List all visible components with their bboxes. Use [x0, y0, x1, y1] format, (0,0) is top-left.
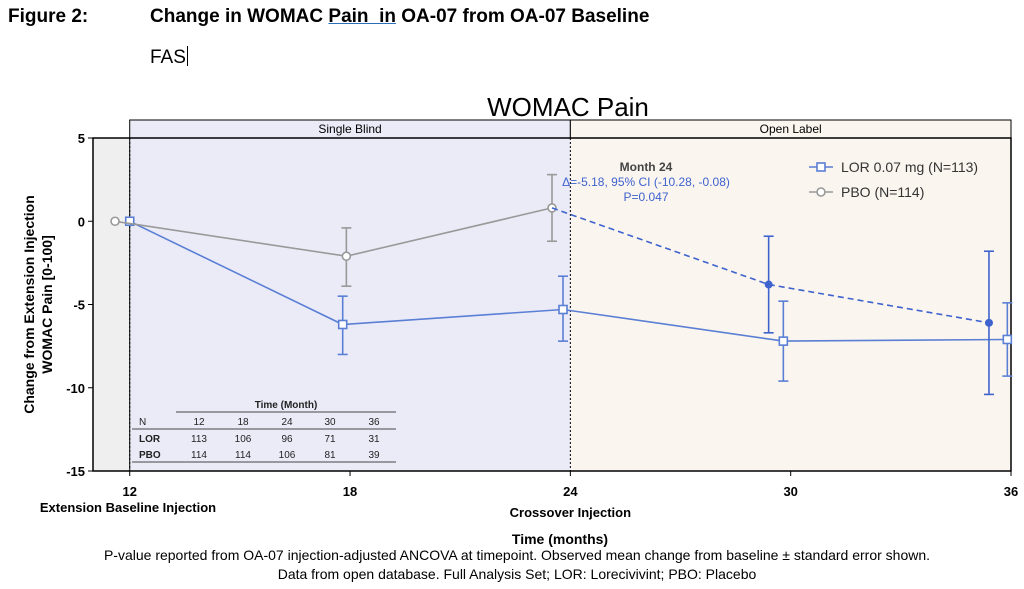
period-region-0: [129, 138, 571, 471]
y-tick-label-0: 5: [78, 131, 85, 146]
data-point-0-1: [337, 319, 348, 330]
title-part-2: OA-07 from OA-07 Baseline: [395, 6, 650, 27]
risk-table-header-4: 30: [324, 417, 336, 428]
risk-table-header-5: 36: [368, 417, 380, 428]
footnote-1: P-value reported from OA-07 injection-ad…: [103, 547, 931, 563]
risk-table-cell-1-3: 106: [279, 450, 296, 461]
legend-label-1: PBO (N=114): [841, 184, 924, 200]
risk-table-cell-1-4: 81: [324, 450, 336, 461]
risk-table-cell-1-0: PBO: [139, 450, 161, 461]
figure-subtitle: FAS: [150, 46, 188, 69]
chart-title: WOMAC Pain: [487, 92, 649, 122]
risk-table-cell-0-1: 113: [191, 434, 207, 445]
x-tick-label-3: 30: [783, 484, 797, 499]
legend-label-0: LOR 0.07 mg (N=113): [841, 159, 978, 175]
title-part-1: Change in WOMAC: [150, 6, 329, 27]
y-tick-label-4: -15: [66, 464, 85, 479]
annotation-line-1: Δ=-5.18, 95% CI (-10.28, -0.08): [562, 175, 730, 189]
data-point-2-1: [764, 280, 773, 289]
risk-table-cell-0-5: 31: [368, 434, 380, 445]
figure-label: Figure 2:: [8, 6, 89, 27]
text-cursor: [186, 46, 188, 66]
risk-table-header-0: N: [139, 417, 146, 428]
subtitle-text: FAS: [150, 47, 186, 68]
risk-table-cell-0-4: 71: [324, 434, 336, 445]
risk-table-title: Time (Month): [255, 400, 318, 411]
figure-title: Change in WOMAC Pain in OA-07 from OA-07…: [150, 6, 649, 28]
data-point-2-2: [984, 318, 993, 327]
y-tick-label-1: 0: [78, 214, 85, 229]
period-label-1: Open Label: [760, 122, 822, 136]
x-tick-label-0: 12: [122, 484, 136, 499]
legend-marker-0: [816, 162, 826, 172]
data-point-0-0: [124, 216, 135, 227]
data-point-1-1: [341, 251, 352, 262]
risk-table-header-2: 18: [237, 417, 249, 428]
risk-table-cell-0-3: 96: [281, 434, 293, 445]
data-point-0-3: [778, 336, 789, 346]
risk-table-header-3: 24: [281, 417, 293, 428]
data-point-0-4: [1002, 334, 1013, 345]
period-label-0: Single Blind: [318, 122, 381, 136]
risk-table-cell-0-0: LOR: [139, 434, 161, 445]
pre-baseline-region: [93, 138, 130, 471]
risk-table-cell-1-2: 114: [235, 450, 251, 461]
y-axis-label-1: Change from Extension Injection: [21, 195, 37, 414]
risk-table-cell-1-5: 39: [368, 450, 380, 461]
x-tick-label-1: 18: [343, 484, 357, 499]
risk-table-cell-1-1: 114: [191, 450, 207, 461]
annotation-line-2: P=0.047: [623, 190, 668, 204]
x-annotation-baseline: Extension Baseline Injection: [40, 500, 216, 515]
risk-table-cell-0-2: 106: [235, 434, 252, 445]
y-tick-label-2: -5: [73, 298, 85, 313]
x-annotation-crossover: Crossover Injection: [510, 505, 631, 520]
period-region-1: [570, 138, 1011, 471]
risk-table-header-1: 12: [193, 417, 205, 428]
legend-marker-1: [816, 187, 826, 197]
x-tick-label-2: 24: [563, 484, 578, 499]
footnote-2: Data from open database. Full Analysis S…: [277, 566, 757, 582]
x-tick-label-4: 36: [1004, 484, 1018, 499]
y-tick-label-3: -10: [66, 381, 85, 396]
data-point-0-2: [558, 304, 568, 315]
y-axis-label-2: WOMAC Pain [0-100]: [39, 235, 55, 373]
annotation-heading: Month 24: [620, 160, 673, 174]
title-underlined: Pain in: [328, 6, 396, 27]
x-axis-label: Time (months): [512, 531, 608, 547]
data-point-1-0: [110, 216, 120, 227]
